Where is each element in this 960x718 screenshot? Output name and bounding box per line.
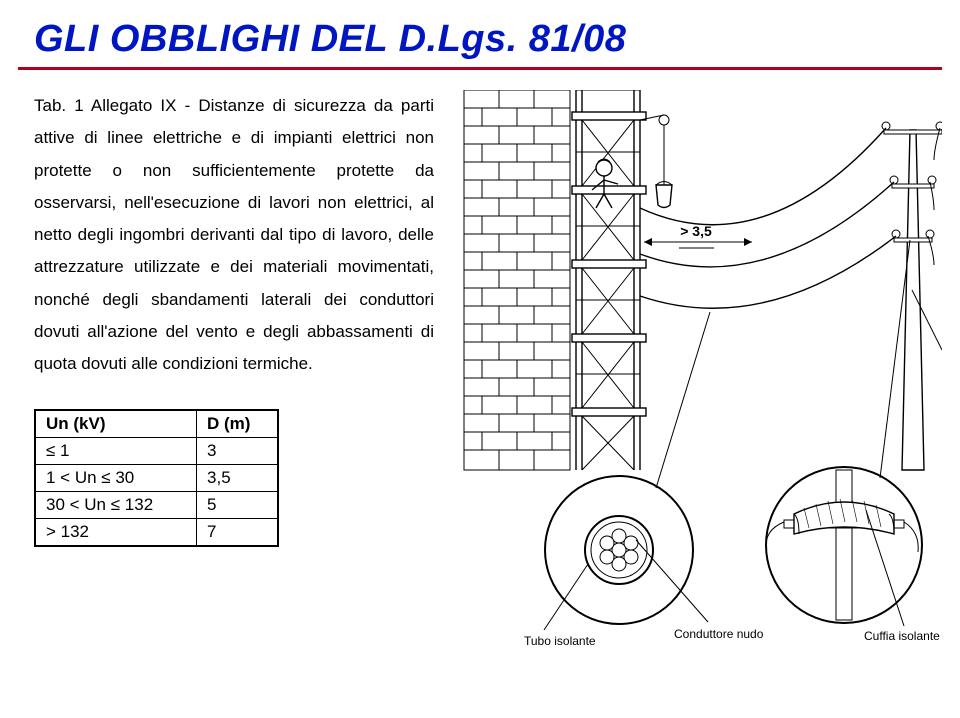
distance-table: Un (kV) D (m) ≤ 1 3 1 < Un ≤ 30 3,5 30 <… bbox=[34, 409, 279, 547]
table-cell: 30 < Un ≤ 132 bbox=[36, 491, 197, 518]
power-lines bbox=[640, 128, 940, 308]
brick-wall bbox=[464, 90, 570, 470]
scaffold bbox=[572, 90, 646, 470]
table-row: 1 < Un ≤ 30 3,5 bbox=[36, 464, 278, 491]
table-cell: 3,5 bbox=[197, 464, 278, 491]
safety-diagram: > 3,5 bbox=[456, 90, 942, 650]
table-header-row: Un (kV) D (m) bbox=[36, 410, 278, 437]
table-cell: > 132 bbox=[36, 518, 197, 545]
table-row: ≤ 1 3 bbox=[36, 437, 278, 464]
table-cell: 3 bbox=[197, 437, 278, 464]
svg-text:Cuffia isolante: Cuffia isolante bbox=[864, 629, 940, 643]
table-cell: ≤ 1 bbox=[36, 437, 197, 464]
worker-icon bbox=[592, 159, 618, 208]
table-header: Un (kV) bbox=[36, 410, 197, 437]
body-paragraph: Tab. 1 Allegato IX - Distanze di sicurez… bbox=[34, 90, 434, 381]
table-header: D (m) bbox=[197, 410, 278, 437]
page-title: GLI OBBLIGHI DEL D.Lgs. 81/08 bbox=[0, 0, 960, 67]
svg-text:Conduttore nudo: Conduttore nudo bbox=[674, 627, 764, 641]
svg-text:Tubo isolante: Tubo isolante bbox=[524, 634, 596, 648]
diagram-area: > 3,5 bbox=[456, 90, 942, 650]
table-cell: 5 bbox=[197, 491, 278, 518]
table-cell: 1 < Un ≤ 30 bbox=[36, 464, 197, 491]
left-column: Tab. 1 Allegato IX - Distanze di sicurez… bbox=[34, 90, 434, 650]
table-row: > 132 7 bbox=[36, 518, 278, 545]
table-row: 30 < Un ≤ 132 5 bbox=[36, 491, 278, 518]
content-row: Tab. 1 Allegato IX - Distanze di sicurez… bbox=[0, 70, 960, 650]
table-cell: 7 bbox=[197, 518, 278, 545]
utility-pole bbox=[882, 122, 942, 470]
svg-text:> 3,5: > 3,5 bbox=[680, 223, 712, 239]
distance-annotation: > 3,5 bbox=[644, 223, 752, 248]
